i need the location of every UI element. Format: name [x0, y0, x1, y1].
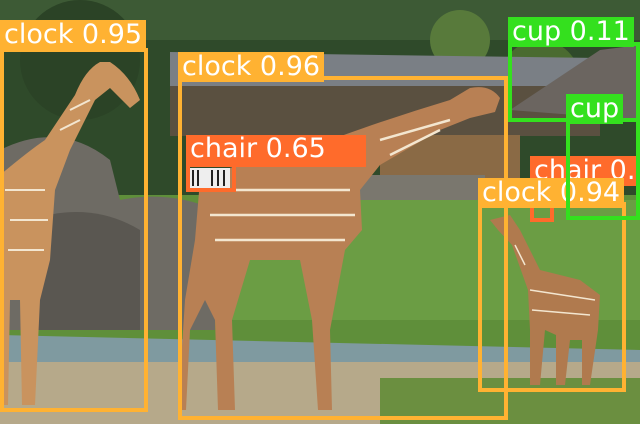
detection-box-cup-right: [566, 118, 640, 220]
zebra-pair: [190, 168, 230, 188]
detection-box-clock-center: [178, 76, 508, 420]
detection-label-cup-right: cup: [566, 94, 624, 124]
detection-label-cup-top: cup 0.11: [508, 17, 634, 47]
detection-label-clock-center: clock 0.96: [178, 52, 325, 82]
detection-box-clock-right: [478, 202, 626, 392]
detection-label-clock-right: clock 0.94: [478, 178, 625, 208]
detection-label-bg-chair-small: [186, 135, 366, 167]
detection-label-chair-small: chair 0.65: [190, 133, 326, 164]
giraffe-center: [178, 87, 500, 410]
giraffe-small-right: [490, 215, 600, 385]
detection-label-clock-left: clock 0.95: [0, 20, 147, 50]
detection-box-clock-left: [0, 48, 148, 412]
giraffe-left: [0, 62, 140, 405]
